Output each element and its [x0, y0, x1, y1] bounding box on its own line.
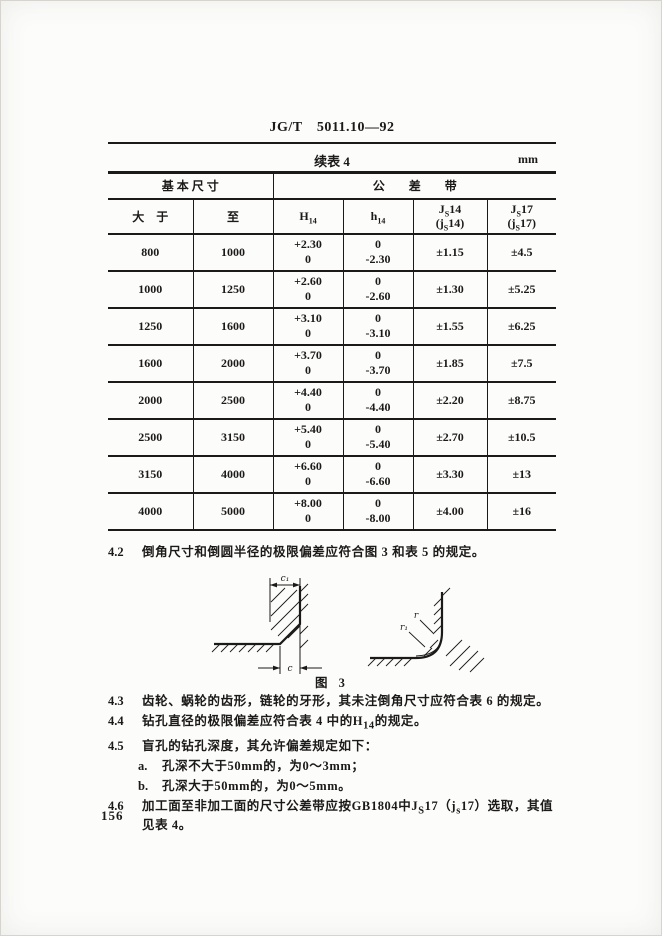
- unit-label: mm: [518, 152, 538, 166]
- table-cell: 3150: [108, 454, 193, 493]
- table-cell: +4.40 0: [272, 380, 344, 419]
- col-h14: H14: [272, 197, 344, 234]
- table-cell: 4000: [192, 454, 274, 493]
- table-caption: 续表 4: [314, 154, 350, 169]
- table-cell: 2500: [192, 380, 274, 419]
- table-cell: +3.70 0: [272, 343, 344, 382]
- table-cell: 4000: [108, 491, 193, 530]
- page-number: 156: [101, 808, 124, 823]
- table-row: 4000 5000 +8.00 0 0 -8.00 ±4.00 ±16: [108, 491, 557, 530]
- table-cell: 0 -5.40: [342, 417, 414, 456]
- table-cell: ±4.00: [412, 491, 488, 530]
- clause-text: 倒角尺寸和倒圆半径的极限偏差应符合图 3 和表 5 的规定。: [142, 545, 486, 559]
- group-basic-size: 基 本 尺 寸: [161, 179, 219, 194]
- col-to: 至: [192, 197, 274, 234]
- fillet-diagram: r r₁: [367, 587, 485, 673]
- table-cell: 1250: [192, 269, 274, 308]
- table-cell: 2500: [108, 417, 193, 456]
- table-cell: 1250: [108, 306, 193, 345]
- dim-label-c: c: [287, 664, 292, 674]
- figure-caption: 图 3: [315, 676, 349, 690]
- dim-label-c1: c₁: [281, 574, 290, 584]
- table-cell: ±1.30: [412, 269, 488, 308]
- clause-4-4: 4.4 钻孔直径的极限偏差应符合表 4 中的H14的规定。: [108, 714, 428, 732]
- table-cell: ±6.25: [486, 306, 557, 345]
- table-cell: ±8.75: [486, 380, 557, 419]
- radius-label-r1: r₁: [400, 623, 408, 633]
- radius-label-r: r: [414, 611, 419, 621]
- table-cell: ±10.5: [486, 417, 557, 456]
- tolerance-table: 基 本 尺 寸 公 差 带 大 于 至 H14 h14 JS14 (jS14) …: [108, 171, 557, 531]
- col-js14: JS14 (jS14): [412, 197, 488, 234]
- table-cell: ±3.30: [412, 454, 488, 493]
- header-rule: [108, 142, 556, 144]
- table-cell: ±16: [486, 491, 557, 530]
- table-cell: +3.10 0: [272, 306, 344, 345]
- table-cell: 1600: [192, 306, 274, 345]
- col-hs14: h14: [342, 197, 414, 234]
- table-cell: +5.40 0: [272, 417, 344, 456]
- standard-number: JG/T 5011.10—92: [269, 120, 395, 135]
- table-caption-row: 续表 4 mm: [108, 151, 556, 169]
- table-row: 1000 1250 +2.60 0 0 -2.60 ±1.30 ±5.25: [108, 269, 557, 308]
- table-cell: 0 -6.60: [342, 454, 414, 493]
- table-cell: ±4.5: [486, 232, 557, 271]
- table-cell: +8.00 0: [272, 491, 344, 530]
- table-cell: ±2.20: [412, 380, 488, 419]
- table-cell: 0 -3.10: [342, 306, 414, 345]
- clause-4-5-b: b. 孔深大于50mm的，为0～5mm。: [138, 778, 352, 793]
- chamfer-diagram: c₁ c: [211, 574, 322, 674]
- table-header-row: 大 于 至 H14 h14 JS14 (jS14) JS17 (jS17): [108, 197, 557, 234]
- group-tolerance-zone: 公 差 带: [272, 172, 557, 199]
- table-row: 2500 3150 +5.40 0 0 -5.40 ±2.70 ±10.5: [108, 417, 557, 456]
- table-group-header-row: 基 本 尺 寸 公 差 带: [108, 172, 557, 199]
- table-cell: 0 -2.30: [342, 232, 414, 271]
- clause-4-2: 4.2 倒角尺寸和倒圆半径的极限偏差应符合图 3 和表 5 的规定。: [108, 545, 556, 560]
- table-cell: 0 -2.60: [342, 269, 414, 308]
- table-cell: ±13: [486, 454, 557, 493]
- clause-4-3: 4.3 齿轮、蜗轮的齿形，链轮的牙形，其未注倒角尺寸应符合表 6 的规定。: [108, 694, 550, 708]
- table-row: 2000 2500 +4.40 0 0 -4.40 ±2.20 ±8.75: [108, 380, 557, 419]
- table-cell: ±5.25: [486, 269, 557, 308]
- table-cell: 0 -4.40: [342, 380, 414, 419]
- col-over: 大 于: [108, 197, 193, 234]
- table-row: 1600 2000 +3.70 0 0 -3.70 ±1.85 ±7.5: [108, 343, 557, 382]
- table-cell: ±1.85: [412, 343, 488, 382]
- table-row: 3150 4000 +6.60 0 0 -6.60 ±3.30 ±13: [108, 454, 557, 493]
- table-cell: +2.60 0: [272, 269, 344, 308]
- table-row: 800 1000 +2.30 0 0 -2.30 ±1.15 ±4.5: [108, 232, 557, 271]
- page-content: JG/T 5011.10—92 续表 4 mm 基 本 尺 寸 公 差 带 大 …: [108, 114, 557, 926]
- table-cell: 1000: [192, 232, 274, 271]
- table-cell: 2000: [108, 380, 193, 419]
- table-cell: 1600: [108, 343, 193, 382]
- clause-number: 4.2: [108, 545, 124, 559]
- table-cell: ±2.70: [412, 417, 488, 456]
- table-cell: +6.60 0: [272, 454, 344, 493]
- clause-4-5: 4.5 盲孔的钻孔深度，其允许偏差规定如下：: [108, 738, 378, 753]
- tolerance-table-body: 800 1000 +2.30 0 0 -2.30 ±1.15 ±4.5 1000 1250 +2.6…: [108, 232, 557, 530]
- table-cell: +2.30 0: [272, 232, 344, 271]
- clause-list: 4.3 齿轮、蜗轮的齿形，链轮的牙形，其未注倒角尺寸应符合表 6 的规定。 4.…: [108, 694, 556, 838]
- clause-4-5-a: a. 孔深不大于50mm的，为0～3mm；: [138, 758, 365, 773]
- table-row: 1250 1600 +3.10 0 0 -3.10 ±1.55 ±6.25: [108, 306, 557, 345]
- table-cell: ±1.55: [412, 306, 488, 345]
- table-cell: 5000: [192, 491, 274, 530]
- table-cell: 1000: [108, 269, 193, 308]
- table-cell: ±1.15: [412, 232, 488, 271]
- figure-3: c₁ c: [108, 572, 556, 692]
- table-cell: 0 -8.00: [342, 491, 414, 530]
- table-cell: 3150: [192, 417, 274, 456]
- col-js17: JS17 (jS17): [486, 197, 557, 234]
- table-cell: ±7.5: [486, 343, 557, 382]
- clause-4-6: 4.6 加工面至非加工面的尺寸公差带应按GB1804中JS17（js17）选取，…: [108, 798, 554, 833]
- table-cell: 800: [108, 232, 193, 271]
- table-cell: 0 -3.70: [342, 343, 414, 382]
- table-cell: 2000: [192, 343, 274, 382]
